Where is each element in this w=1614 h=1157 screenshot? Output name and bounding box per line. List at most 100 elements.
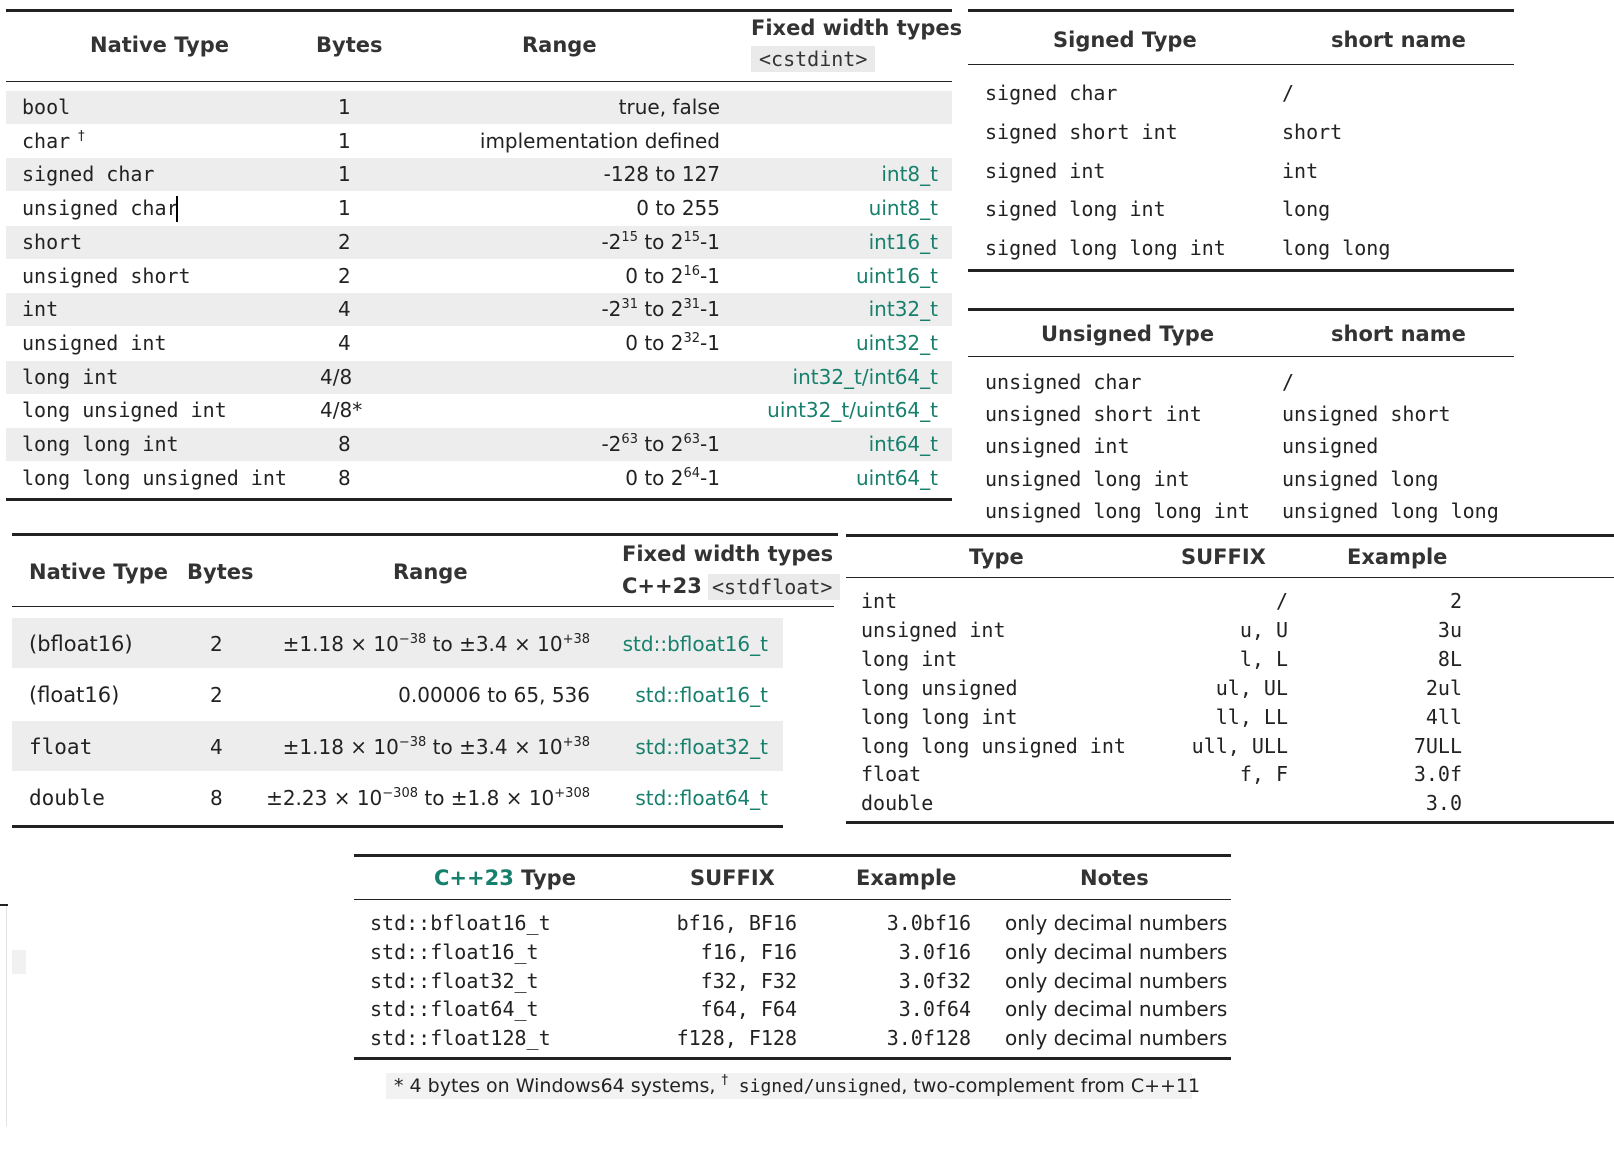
range-text: implementation defined [479, 129, 720, 153]
type-cell: long unsigned int [22, 397, 227, 423]
type-cell: char † [22, 128, 85, 154]
range-exponent: +38 [562, 734, 590, 750]
fixed-width-cell: std::float32_t [635, 734, 768, 759]
header-rule [12, 606, 834, 607]
type-cell: (float16) [29, 683, 120, 708]
col-header-range: Range [522, 33, 597, 57]
footnote: * 4 bytes on Windows64 systems, † signed… [386, 1073, 1200, 1099]
col-header-type: Type [969, 545, 1024, 569]
type-cell: long unsigned [861, 675, 1018, 700]
short-name-cell: / [1282, 370, 1295, 394]
row-band [6, 428, 952, 461]
bytes-cell: 2 [210, 632, 223, 656]
type-cell: unsigned char [985, 370, 1142, 394]
col-header-short-name: short name [1331, 28, 1466, 52]
type-name: long int [22, 365, 119, 389]
range-exponent: +308 [554, 785, 590, 801]
range-mid: to ±3.4 × 10 [426, 734, 563, 759]
short-name-cell: int [1282, 158, 1319, 183]
range-exponent: 16 [683, 264, 701, 279]
footnote-star: * [394, 1075, 404, 1097]
range-mid: to ±3.4 × 10 [426, 632, 563, 656]
bytes-cell: 2 [210, 683, 223, 708]
fixed-width-cell: uint64_t [855, 466, 938, 490]
type-name: char [22, 129, 71, 153]
row-band [12, 618, 783, 668]
type-cell: unsigned int [22, 330, 167, 356]
type-cell: long int [861, 646, 958, 671]
range-mid: to ±1.8 × 10 [418, 785, 555, 810]
edge-line [6, 906, 7, 1126]
type-name: short [22, 230, 83, 254]
range-mid: to 2 [637, 432, 684, 456]
type-cell: std::float64_t [370, 997, 539, 1022]
type-cell: unsigned int [985, 434, 1130, 459]
type-name: unsigned int [22, 331, 167, 355]
range-cell: ±2.23 × 10−308 to ±1.8 × 10+308 [250, 785, 590, 811]
range-start: ±2.23 × 10 [266, 785, 383, 810]
short-name-cell: short [1282, 119, 1343, 144]
type-name: int [22, 297, 59, 321]
example-cell: 3.0f32 [898, 968, 971, 993]
range-end: -1 [700, 466, 720, 490]
footnote-text-1: 4 bytes on Windows64 systems, [403, 1075, 722, 1097]
col-header-fixed-width: Fixed width types [622, 542, 834, 566]
short-name-cell: unsigned [1282, 434, 1379, 459]
top-rule [12, 533, 838, 536]
header-rule [846, 577, 1614, 578]
col-header-short-name: short name [1331, 322, 1466, 346]
type-label: Type [513, 866, 576, 890]
col-header-unsigned-type: Unsigned Type [1041, 322, 1215, 346]
type-cell: long long int [861, 704, 1018, 729]
suffix-cell: l, L [1239, 646, 1288, 671]
example-cell: 3.0f64 [898, 997, 971, 1022]
range-start: ±1.18 × 10 [282, 734, 399, 759]
cstdint-header: <cstdint> [751, 46, 876, 72]
type-name: long long int [22, 432, 179, 456]
footnote-text-2: , two-complement from C++11 [901, 1075, 1201, 1097]
range-cell: -215 to 215-1 [440, 229, 720, 255]
suffix-cell: ull, ULL [1191, 733, 1288, 758]
range-text: 0.00006 to 65, 536 [398, 683, 590, 708]
range-cell: 0 to 255 [440, 195, 720, 221]
type-cell: std::float128_t [370, 1026, 551, 1051]
type-cell: long long int [22, 431, 179, 457]
cpp23-label: C++23 [434, 866, 514, 890]
edge-block [12, 950, 26, 974]
range-exponent: 31 [683, 297, 701, 312]
range-exponent: 63 [683, 432, 701, 447]
col-header-notes: Notes [1080, 866, 1149, 890]
suffix-cell: u, U [1239, 617, 1288, 642]
notes-cell: only decimal numbers [1005, 968, 1228, 993]
range-cell: -263 to 263-1 [440, 431, 720, 457]
range-start: ±1.18 × 10 [282, 632, 399, 656]
type-cell: unsigned short [22, 263, 191, 289]
suffix-cell: / [1275, 589, 1288, 613]
range-cell: ±1.18 × 10−38 to ±3.4 × 10+38 [250, 631, 590, 657]
col-header-example: Example [1347, 545, 1448, 569]
footnote-dagger: † [721, 1073, 728, 1088]
fixed-width-cell: int8_t [881, 162, 938, 186]
row-band [6, 293, 952, 326]
col-header-cpp23-type: C++23 Type [434, 866, 576, 890]
example-cell: 3.0f [1413, 762, 1462, 787]
type-cell: int [861, 589, 898, 613]
suffix-cell: f16, F16 [700, 939, 797, 964]
type-cell: signed short int [985, 119, 1178, 144]
top-rule [968, 9, 1514, 12]
col-header-native-type: Native Type [29, 560, 169, 584]
short-name-cell: unsigned long [1282, 466, 1439, 491]
suffix-cell: f, F [1239, 762, 1288, 787]
type-cell: unsigned long int [985, 466, 1190, 491]
short-name-cell: long long [1282, 236, 1391, 261]
footnote-code: signed/unsigned [727, 1076, 902, 1097]
bytes-cell: 1 [338, 95, 351, 119]
row-band [6, 361, 952, 394]
type-name: bool [22, 95, 71, 119]
bottom-rule [968, 269, 1514, 272]
range-start: -2 [601, 297, 622, 321]
bytes-cell: 1 [338, 196, 351, 220]
edge-rule [0, 904, 8, 906]
range-end: -1 [700, 432, 720, 456]
header-rule [354, 899, 1231, 900]
